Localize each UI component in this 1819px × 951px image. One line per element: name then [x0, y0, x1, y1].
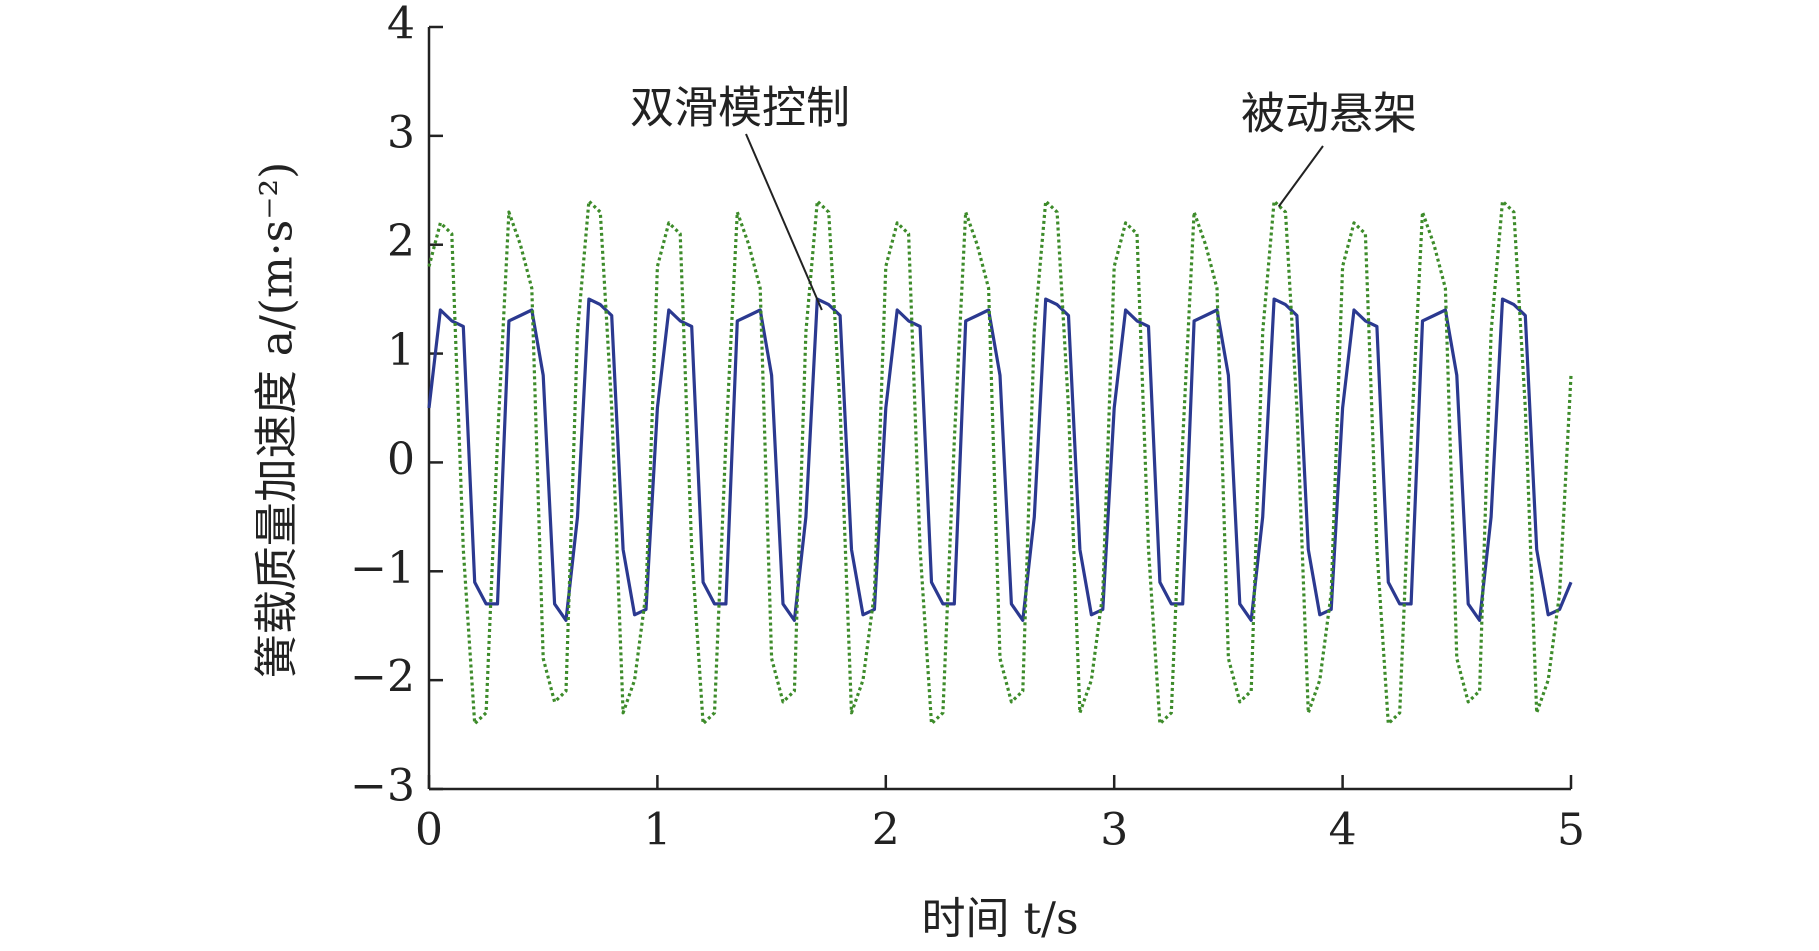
y-tick-label: 2	[387, 216, 415, 267]
x-tick-label: 3	[1100, 805, 1128, 856]
leader-line	[1277, 145, 1324, 208]
series-line	[427, 297, 1573, 622]
x-tick-label: 5	[1557, 805, 1585, 856]
y-tick-label: 0	[387, 434, 415, 485]
x-tick-label: 4	[1329, 805, 1357, 856]
series-line	[427, 199, 1573, 726]
x-axis-label: 时间 t/s	[921, 894, 1078, 945]
x-tick-label: 2	[872, 805, 900, 856]
x-tick-label: 0	[415, 805, 443, 856]
y-tick-label: −1	[350, 543, 415, 594]
leader-line	[745, 133, 823, 311]
annotation: 被动悬架	[1241, 89, 1417, 140]
x-tick-label: 1	[643, 805, 671, 856]
y-tick-label: −3	[350, 761, 415, 812]
y-tick-label: 3	[387, 107, 415, 158]
y-tick-label: 1	[387, 325, 415, 376]
y-tick-label: −2	[350, 652, 415, 703]
y-tick-label: 4	[387, 0, 415, 50]
annotation: 双滑模控制	[630, 83, 850, 134]
y-axis-label: 簧载质量加速度 a/(m·s⁻²)	[252, 162, 303, 679]
